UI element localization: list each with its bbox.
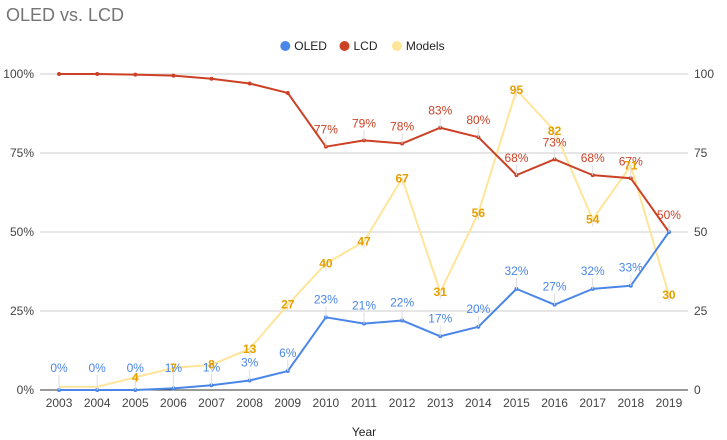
legend-marker bbox=[391, 41, 402, 51]
left-tick-label: 25% bbox=[10, 304, 34, 318]
data-label: 54 bbox=[586, 212, 600, 226]
data-label: 20% bbox=[466, 302, 490, 316]
data-label: 67% bbox=[619, 154, 643, 168]
data-label: 56 bbox=[472, 206, 486, 220]
data-label: 68% bbox=[504, 151, 528, 165]
data-point bbox=[285, 90, 290, 95]
x-tick-label: 2007 bbox=[198, 396, 225, 410]
data-label: 4 bbox=[132, 370, 139, 384]
data-label: 95 bbox=[510, 83, 524, 97]
data-label: 27% bbox=[543, 280, 567, 294]
data-label: 82 bbox=[548, 124, 562, 138]
x-tick-label: 2009 bbox=[274, 396, 301, 410]
data-label: 8 bbox=[208, 358, 215, 372]
data-label: 78% bbox=[390, 120, 414, 134]
data-label: 27 bbox=[281, 298, 295, 312]
legend: OLED LCD Models bbox=[280, 39, 445, 53]
data-point bbox=[95, 72, 100, 76]
data-label: 0% bbox=[50, 361, 68, 375]
data-label: 0% bbox=[89, 361, 107, 375]
x-axis-label: Year bbox=[352, 425, 376, 439]
right-tick-label: 75 bbox=[694, 146, 708, 160]
data-label: 83% bbox=[428, 104, 452, 118]
data-label: 47 bbox=[357, 234, 371, 248]
x-tick-label: 2015 bbox=[503, 396, 530, 410]
data-point bbox=[209, 76, 214, 81]
data-label: 80% bbox=[466, 113, 490, 127]
data-label: 21% bbox=[352, 299, 376, 313]
data-point bbox=[57, 72, 62, 76]
right-tick-label: 25 bbox=[694, 304, 708, 318]
data-label: 32% bbox=[581, 264, 605, 278]
x-tick-label: 2012 bbox=[389, 396, 416, 410]
right-tick-label: 100 bbox=[694, 67, 714, 81]
right-axis-ticks: 0 25 50 75 100 bbox=[694, 67, 714, 397]
x-tick-label: 2011 bbox=[351, 396, 377, 410]
x-tick-label: 2013 bbox=[427, 396, 454, 410]
left-tick-label: 50% bbox=[10, 225, 34, 239]
legend-label: Models bbox=[406, 39, 445, 53]
legend-marker bbox=[280, 41, 291, 51]
data-label: 67 bbox=[395, 171, 409, 185]
data-label: 77% bbox=[314, 123, 338, 137]
right-tick-label: 0 bbox=[694, 383, 701, 397]
data-label: 0% bbox=[127, 361, 145, 375]
x-tick-label: 2005 bbox=[122, 396, 149, 410]
data-label: 7 bbox=[170, 361, 177, 375]
x-tick-label: 2017 bbox=[579, 396, 606, 410]
data-label: 23% bbox=[314, 292, 338, 306]
data-point bbox=[133, 72, 138, 77]
data-label: 71 bbox=[624, 159, 638, 173]
x-tick-label: 2014 bbox=[465, 396, 492, 410]
left-tick-label: 100% bbox=[3, 67, 34, 81]
data-label: 79% bbox=[352, 116, 376, 130]
x-tick-label: 2008 bbox=[236, 396, 263, 410]
x-tick-label: 2018 bbox=[617, 396, 644, 410]
right-tick-label: 50 bbox=[694, 225, 708, 239]
legend-label: LCD bbox=[354, 39, 378, 53]
data-point bbox=[247, 81, 252, 86]
legend-label: OLED bbox=[294, 39, 327, 53]
data-label: 32% bbox=[504, 264, 528, 278]
data-label: 17% bbox=[428, 311, 452, 325]
data-label: 3% bbox=[241, 356, 259, 370]
data-label: 73% bbox=[543, 135, 567, 149]
data-point bbox=[171, 73, 176, 78]
data-labels: 0% 0% 0% 1% 1% 3%6%23% 21% 22%17%20%32%27%32% 33… bbox=[50, 83, 681, 390]
x-tick-label: 2006 bbox=[160, 396, 187, 410]
data-label: 30 bbox=[662, 288, 676, 302]
x-tick-label: 2016 bbox=[541, 396, 568, 410]
data-label: 13 bbox=[243, 342, 257, 356]
data-label: 50% bbox=[657, 208, 681, 222]
data-label: 33% bbox=[619, 261, 643, 275]
x-tick-label: 2003 bbox=[46, 396, 73, 410]
legend-marker bbox=[339, 41, 350, 51]
x-tick-label: 2010 bbox=[313, 396, 340, 410]
legend-item: Models bbox=[391, 39, 445, 53]
left-tick-label: 75% bbox=[10, 146, 34, 160]
x-axis-ticks: 2003 2004 2005 2006 2007 2008 2009 2010 2011 2012… bbox=[46, 396, 683, 410]
data-label: 40 bbox=[319, 257, 333, 271]
x-tick-label: 2004 bbox=[84, 396, 111, 410]
data-label: 6% bbox=[279, 346, 297, 360]
x-tick-label: 2019 bbox=[656, 396, 683, 410]
legend-item: LCD bbox=[339, 39, 378, 53]
chart-title: OLED vs. LCD bbox=[6, 5, 124, 25]
data-label: 31 bbox=[434, 285, 448, 299]
data-label: 22% bbox=[390, 295, 414, 309]
legend-item: OLED bbox=[280, 39, 327, 53]
data-label: 68% bbox=[581, 151, 605, 165]
left-tick-label: 0% bbox=[17, 383, 35, 397]
left-axis-ticks: 0% 25% 50% 75% 100% bbox=[3, 67, 34, 397]
